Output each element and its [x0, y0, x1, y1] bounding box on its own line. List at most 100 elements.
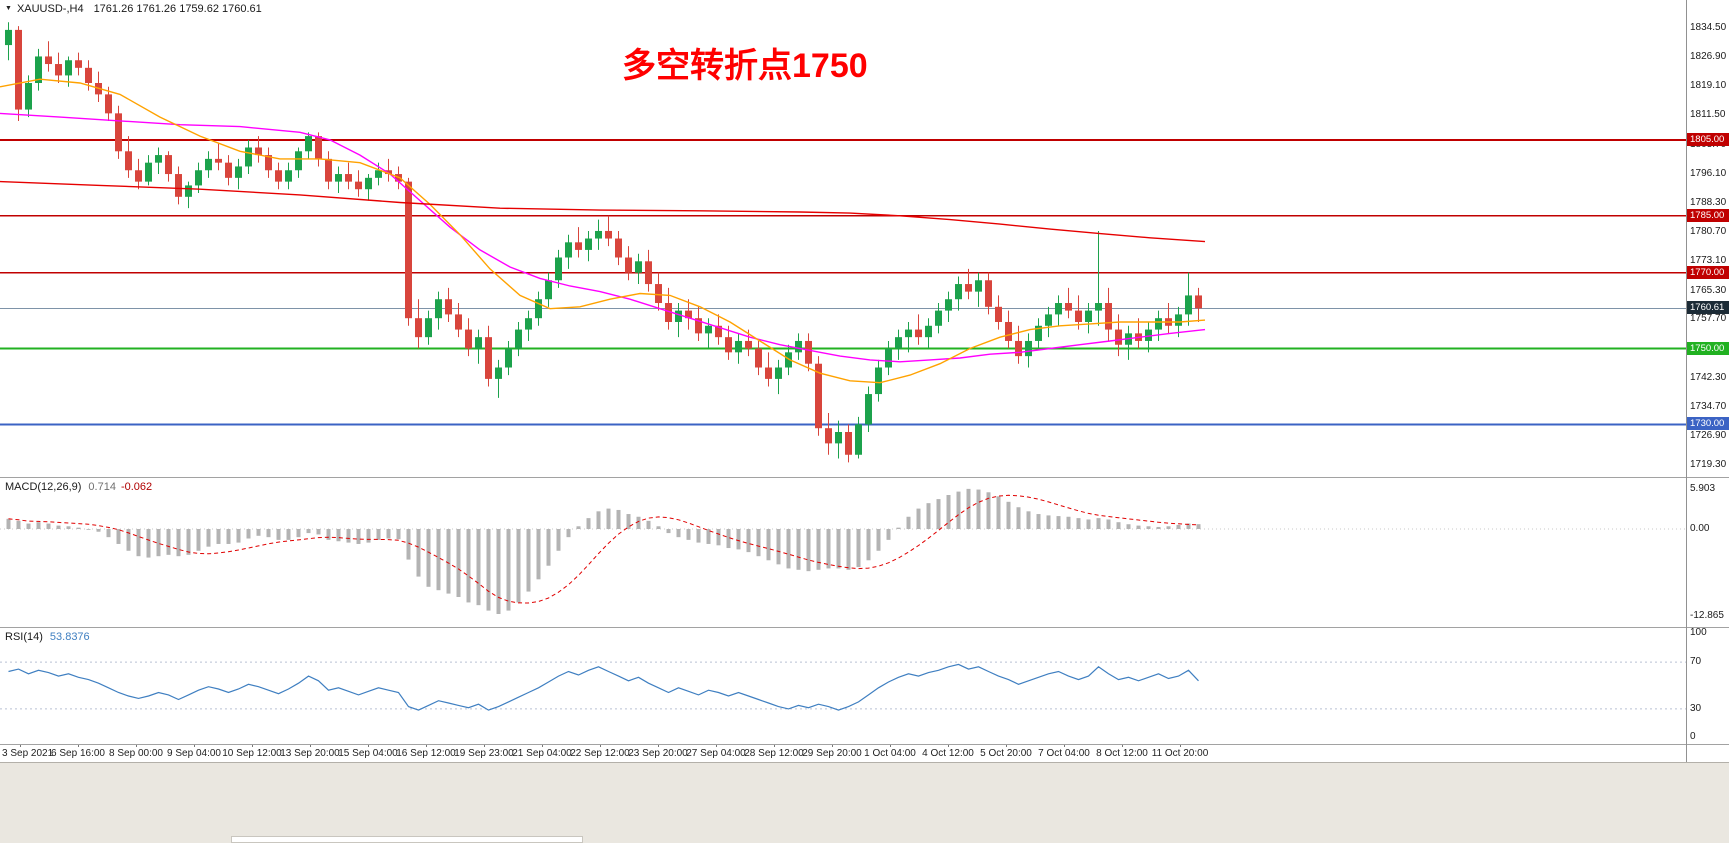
macd-scale-label: 0.00 [1690, 523, 1710, 534]
candle [475, 329, 482, 364]
time-tick [1064, 744, 1065, 747]
time-label: 7 Oct 04:00 [1038, 748, 1090, 759]
macd-canvas[interactable] [0, 477, 1686, 627]
candle [1045, 306, 1052, 338]
price-tick-label: 1742.30 [1690, 371, 1727, 383]
candle [1185, 272, 1192, 326]
candle [1025, 333, 1032, 368]
time-tick [368, 744, 369, 747]
candle [215, 143, 222, 171]
symbol-timeframe-label: XAUUSD-,H4 [16, 3, 84, 15]
time-tick [948, 744, 949, 747]
candle [435, 291, 442, 330]
candle [155, 147, 162, 175]
time-label: 9 Sep 04:00 [167, 748, 221, 759]
candle [985, 272, 992, 315]
pane-separator-macd[interactable] [0, 477, 1729, 478]
candle [175, 166, 182, 205]
rsi-scale-label: 70 [1690, 656, 1702, 667]
candle [965, 268, 972, 300]
candle [955, 276, 962, 311]
time-label: 10 Sep 12:00 [222, 748, 282, 759]
time-label: 11 Oct 20:00 [1151, 748, 1209, 759]
time-label: 4 Oct 12:00 [922, 748, 974, 759]
price-tick-label: 1826.90 [1690, 50, 1727, 62]
time-tick [484, 744, 485, 747]
candle [1195, 287, 1202, 322]
time-label: 8 Oct 12:00 [1096, 748, 1148, 759]
bottom-strip [0, 762, 1729, 843]
time-axis[interactable]: 3 Sep 2021 6 Sep 16:00 8 Sep 00:00 9 Sep 04… [0, 744, 1686, 762]
rsi-scale-label: 100 [1690, 627, 1707, 638]
time-tick [20, 744, 21, 747]
rsi-scale-label: 30 [1690, 703, 1702, 714]
candle [555, 249, 562, 288]
candle [185, 181, 192, 209]
scale-separator [1686, 0, 1687, 762]
rsi-label: RSI(14) 53.8376 [5, 631, 90, 643]
main-chart-canvas[interactable] [0, 0, 1686, 477]
pane-separator-rsi[interactable] [0, 627, 1729, 628]
candle [465, 318, 472, 357]
candle [485, 325, 492, 387]
candle [25, 75, 32, 118]
rsi-name: RSI(14) [5, 631, 43, 643]
time-tick [310, 744, 311, 747]
time-label: 5 Oct 20:00 [980, 748, 1032, 759]
candle [895, 329, 902, 360]
candle [505, 340, 512, 376]
macd-scale-label: -12.865 [1690, 610, 1724, 621]
price-tick-label: 1773.10 [1690, 254, 1727, 266]
time-tick [600, 744, 601, 747]
rsi-value: 53.8376 [49, 631, 90, 643]
candle [1075, 295, 1082, 330]
candle [1065, 287, 1072, 319]
price-tick-label: 1765.30 [1690, 284, 1727, 296]
candle [495, 359, 502, 398]
time-tick [716, 744, 717, 747]
price-tick-label: 1780.70 [1690, 226, 1727, 238]
candle [935, 303, 942, 334]
time-label: 3 Sep 2021 [2, 748, 54, 759]
candle [285, 162, 292, 190]
candle [295, 147, 302, 178]
time-tick [774, 744, 775, 747]
candle [1035, 318, 1042, 349]
price-scale[interactable]: 1834.501826.901819.101811.501803.701796.… [1687, 0, 1729, 762]
candle [385, 158, 392, 182]
candle [5, 22, 12, 61]
price-tick-label: 1757.70 [1690, 313, 1727, 325]
candle [615, 230, 622, 266]
macd-name: MACD(12,26,9) [5, 481, 82, 493]
time-label: 1 Oct 04:00 [864, 748, 916, 759]
candle [645, 249, 652, 292]
candle [845, 424, 852, 463]
time-label: 16 Sep 12:00 [396, 748, 456, 759]
rsi-canvas[interactable] [0, 627, 1686, 744]
time-tick [1006, 744, 1007, 747]
candle [915, 314, 922, 345]
time-tick [78, 744, 79, 747]
candle [135, 158, 142, 190]
candle [125, 136, 132, 178]
time-tick [1180, 744, 1181, 747]
candle [235, 158, 242, 190]
price-tag-1805.00: 1805.00 [1687, 132, 1729, 146]
rsi-scale-label: 0 [1690, 731, 1696, 742]
time-label: 29 Sep 20:00 [802, 748, 862, 759]
candle [835, 420, 842, 459]
candle [455, 303, 462, 338]
collapse-triangle-icon[interactable]: ▼ [5, 5, 12, 12]
price-tick-label: 1719.30 [1690, 458, 1727, 470]
time-label: 8 Sep 00:00 [109, 748, 163, 759]
candle [1085, 303, 1092, 334]
time-tick [136, 744, 137, 747]
time-tick [426, 744, 427, 747]
ma-orange [0, 78, 1206, 384]
candle [55, 52, 62, 84]
candle [205, 151, 212, 178]
time-label: 6 Sep 16:00 [51, 748, 105, 759]
candle [1125, 325, 1132, 360]
candle [675, 303, 682, 338]
candle [815, 356, 822, 436]
